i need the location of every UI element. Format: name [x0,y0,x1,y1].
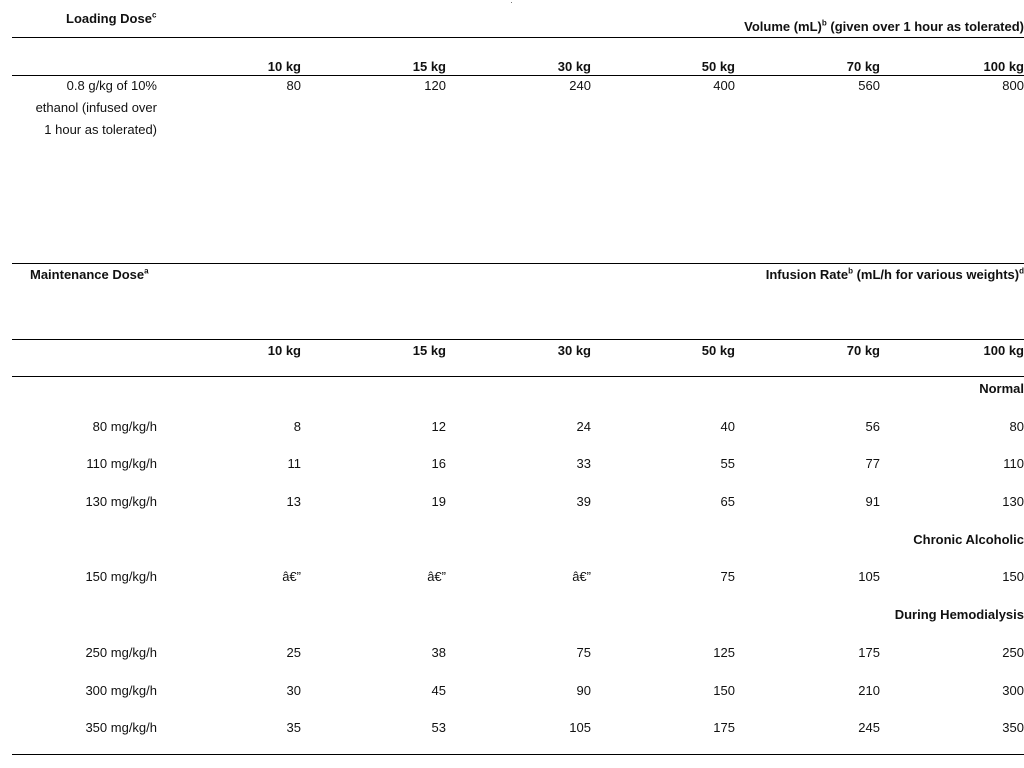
table-cell: 39 [576,494,591,509]
loading-dose-title: Loading Dosec [66,10,157,26]
table-cell: 19 [431,494,446,509]
row-label: 300 mg/kg/h [85,683,157,698]
rule-maintenance-top [12,263,1024,264]
table-cell: â€” [572,569,591,584]
table-cell: 8 [293,419,301,434]
section-heading-normal: Normal [979,381,1024,396]
table-cell: 12 [431,419,446,434]
table-cell: 105 [569,720,591,735]
weight-header: 70 kg [846,343,880,358]
table-cell: 400 [713,78,735,93]
table-cell: 80 [286,78,301,93]
table-cell: 80 [1009,419,1024,434]
loading-label-line: ethanol (infused over [35,100,157,115]
table-cell: 105 [858,569,880,584]
table-cell: 45 [431,683,446,698]
weight-header: 15 kg [412,343,446,358]
row-label: 80 mg/kg/h [92,419,157,434]
rule-top [12,37,1024,38]
table-cell: 250 [1002,645,1024,660]
table-cell: 24 [576,419,591,434]
row-label: 110 mg/kg/h [86,456,157,471]
weight-header: 30 kg [557,343,591,358]
table-cell: 33 [576,456,591,471]
table-cell: 240 [569,78,591,93]
weight-header: 10 kg [267,59,301,74]
stray-dot [511,2,512,3]
table-cell: 75 [720,569,735,584]
weight-header: 30 kg [557,59,591,74]
table-cell: 130 [1002,494,1024,509]
table-cell: 125 [713,645,735,660]
table-cell: 75 [576,645,591,660]
weight-header: 100 kg [983,59,1024,74]
table-cell: 91 [865,494,880,509]
row-label: 350 mg/kg/h [85,720,157,735]
row-label: 150 mg/kg/h [85,569,157,584]
table-cell: 120 [424,78,446,93]
row-label: 130 mg/kg/h [85,494,157,509]
table-cell: 800 [1002,78,1024,93]
table-cell: 13 [286,494,301,509]
table-cell: 110 [1003,456,1024,471]
table-cell: 350 [1002,720,1024,735]
table-cell: 16 [431,456,446,471]
table-cell: 150 [1002,569,1024,584]
table-cell: 38 [431,645,446,660]
table-cell: 11 [287,456,302,471]
table-cell: 53 [431,720,446,735]
weight-header: 15 kg [412,59,446,74]
table-cell: â€” [427,569,446,584]
table-cell: 90 [576,683,591,698]
row-label: 250 mg/kg/h [85,645,157,660]
rule-maintenance-weights-top [12,339,1024,340]
weight-header: 50 kg [701,59,735,74]
infusion-rate-header: Infusion Rateb (mL/h for various weights… [765,266,1024,282]
maintenance-dose-title: Maintenance Dosea [30,266,149,282]
table-cell: 56 [865,419,880,434]
table-cell: 30 [286,683,301,698]
table-cell: 175 [713,720,735,735]
rule-loading-header [12,75,1024,76]
loading-label-line: 0.8 g/kg of 10% [66,78,157,93]
weight-header: 50 kg [701,343,735,358]
table-cell: 55 [720,456,735,471]
rule-maintenance-weights-bottom [12,376,1024,377]
table-cell: 560 [858,78,880,93]
table-cell: 300 [1002,683,1024,698]
rule-bottom [12,754,1024,755]
table-cell: 175 [858,645,880,660]
weight-header: 70 kg [846,59,880,74]
table-cell: 150 [713,683,735,698]
table-cell: 210 [858,683,880,698]
table-cell: 65 [720,494,735,509]
table-cell: 40 [720,419,735,434]
section-heading-chronic-alcoholic: Chronic Alcoholic [913,532,1024,547]
table-cell: 77 [865,456,880,471]
loading-label-line: 1 hour as tolerated) [44,122,157,137]
table-cell: 245 [858,720,880,735]
weight-header: 10 kg [267,343,301,358]
section-heading-during-hemodialysis: During Hemodialysis [894,607,1024,622]
weight-header: 100 kg [983,343,1024,358]
volume-header: Volume (mL)b (given over 1 hour as toler… [744,18,1024,34]
table-cell: 35 [286,720,301,735]
table-cell: 25 [286,645,301,660]
table-cell: â€” [282,569,301,584]
